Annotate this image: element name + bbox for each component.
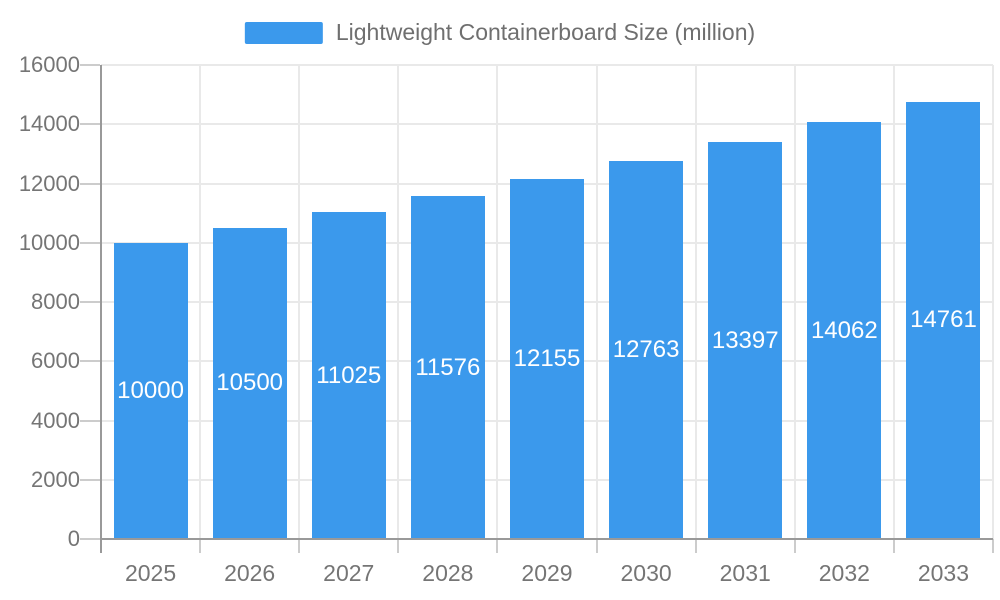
y-axis-tick-label: 4000 <box>31 407 80 433</box>
gridline-horizontal <box>101 64 993 66</box>
y-axis-tick <box>80 478 100 481</box>
x-axis-tick-label: 2032 <box>818 560 870 586</box>
x-axis-tick-label: 2028 <box>422 560 474 586</box>
gridline-vertical <box>496 65 499 539</box>
x-axis-tick-label: 2030 <box>620 560 672 586</box>
bar-2030[interactable]: 12763 <box>609 160 684 539</box>
y-axis-tick <box>80 360 100 363</box>
y-axis-tick <box>80 123 100 126</box>
legend-item[interactable]: Lightweight Containerboard Size (million… <box>244 19 756 46</box>
x-axis-tick <box>793 539 796 553</box>
bar-value-label: 11576 <box>415 353 481 381</box>
bar-2032[interactable]: 14062 <box>807 122 882 539</box>
x-axis-tick-label: 2033 <box>917 560 970 586</box>
bar-value-label: 11025 <box>316 361 382 389</box>
y-axis-tick <box>80 538 100 540</box>
y-axis-tick <box>80 419 100 422</box>
x-axis-tick <box>199 539 202 553</box>
x-axis-tick <box>100 539 102 553</box>
legend-label: Lightweight Containerboard Size (million… <box>335 19 756 45</box>
x-axis-tick <box>496 539 499 553</box>
x-axis-tick-label: 2027 <box>323 560 375 586</box>
bar-value-label: 12155 <box>513 344 581 372</box>
bar-value-label: 10500 <box>216 369 284 397</box>
y-axis-tick-label: 0 <box>67 526 80 551</box>
gridline-vertical <box>992 65 994 539</box>
gridline-vertical <box>892 65 895 539</box>
bar-2028[interactable]: 11576 <box>410 196 485 539</box>
y-axis-tick-label: 14000 <box>18 111 80 137</box>
bar-2025[interactable]: 10000 <box>113 242 188 539</box>
x-axis-tick-label: 2025 <box>124 560 177 586</box>
gridline-vertical <box>199 65 202 539</box>
bar-value-label: 13397 <box>711 326 779 354</box>
y-axis-tick-label: 2000 <box>31 466 80 492</box>
legend-swatch <box>244 21 323 44</box>
bar-2027[interactable]: 11025 <box>311 212 386 539</box>
bar-2033[interactable]: 14761 <box>906 101 981 539</box>
x-axis-tick <box>992 539 994 553</box>
y-axis-tick <box>80 301 100 303</box>
x-axis-tick-label: 2026 <box>224 560 276 586</box>
y-axis-tick <box>80 64 100 66</box>
y-axis-tick-label: 8000 <box>31 289 80 314</box>
y-axis-line <box>100 65 102 539</box>
bar-2029[interactable]: 12155 <box>510 178 584 539</box>
y-axis-tick <box>80 182 100 185</box>
x-axis-tick-label: 2031 <box>719 560 771 586</box>
plot-area: 10000 10500 11025 11576 12155 12763 13397 14062… <box>80 64 994 553</box>
bar-value-label: 14761 <box>910 306 977 334</box>
y-axis-tick-label: 12000 <box>18 170 80 196</box>
gridline-horizontal <box>101 123 993 126</box>
gridline-vertical <box>298 65 301 539</box>
x-axis-tick <box>397 539 400 553</box>
gridline-vertical <box>397 65 400 539</box>
bar-value-label: 12763 <box>612 335 680 363</box>
y-axis-tick-label: 10000 <box>18 229 80 255</box>
y-axis-tick-label: 6000 <box>31 348 80 374</box>
x-axis-line <box>101 538 993 540</box>
bar-2031[interactable]: 13397 <box>708 142 783 539</box>
x-axis-tick <box>595 539 598 553</box>
gridline-vertical <box>793 65 796 539</box>
gridline-vertical <box>694 65 697 539</box>
x-axis-tick <box>298 539 301 553</box>
bar-value-label: 14062 <box>810 316 878 344</box>
bar-2026[interactable]: 10500 <box>212 227 287 539</box>
y-axis-tick <box>80 241 100 244</box>
x-axis-tick <box>892 539 895 553</box>
x-axis-tick-label: 2029 <box>521 560 573 586</box>
x-axis-tick <box>694 539 697 553</box>
y-axis-tick-label: 16000 <box>18 52 80 77</box>
bar-value-label: 10000 <box>117 376 184 404</box>
gridline-vertical <box>595 65 598 539</box>
